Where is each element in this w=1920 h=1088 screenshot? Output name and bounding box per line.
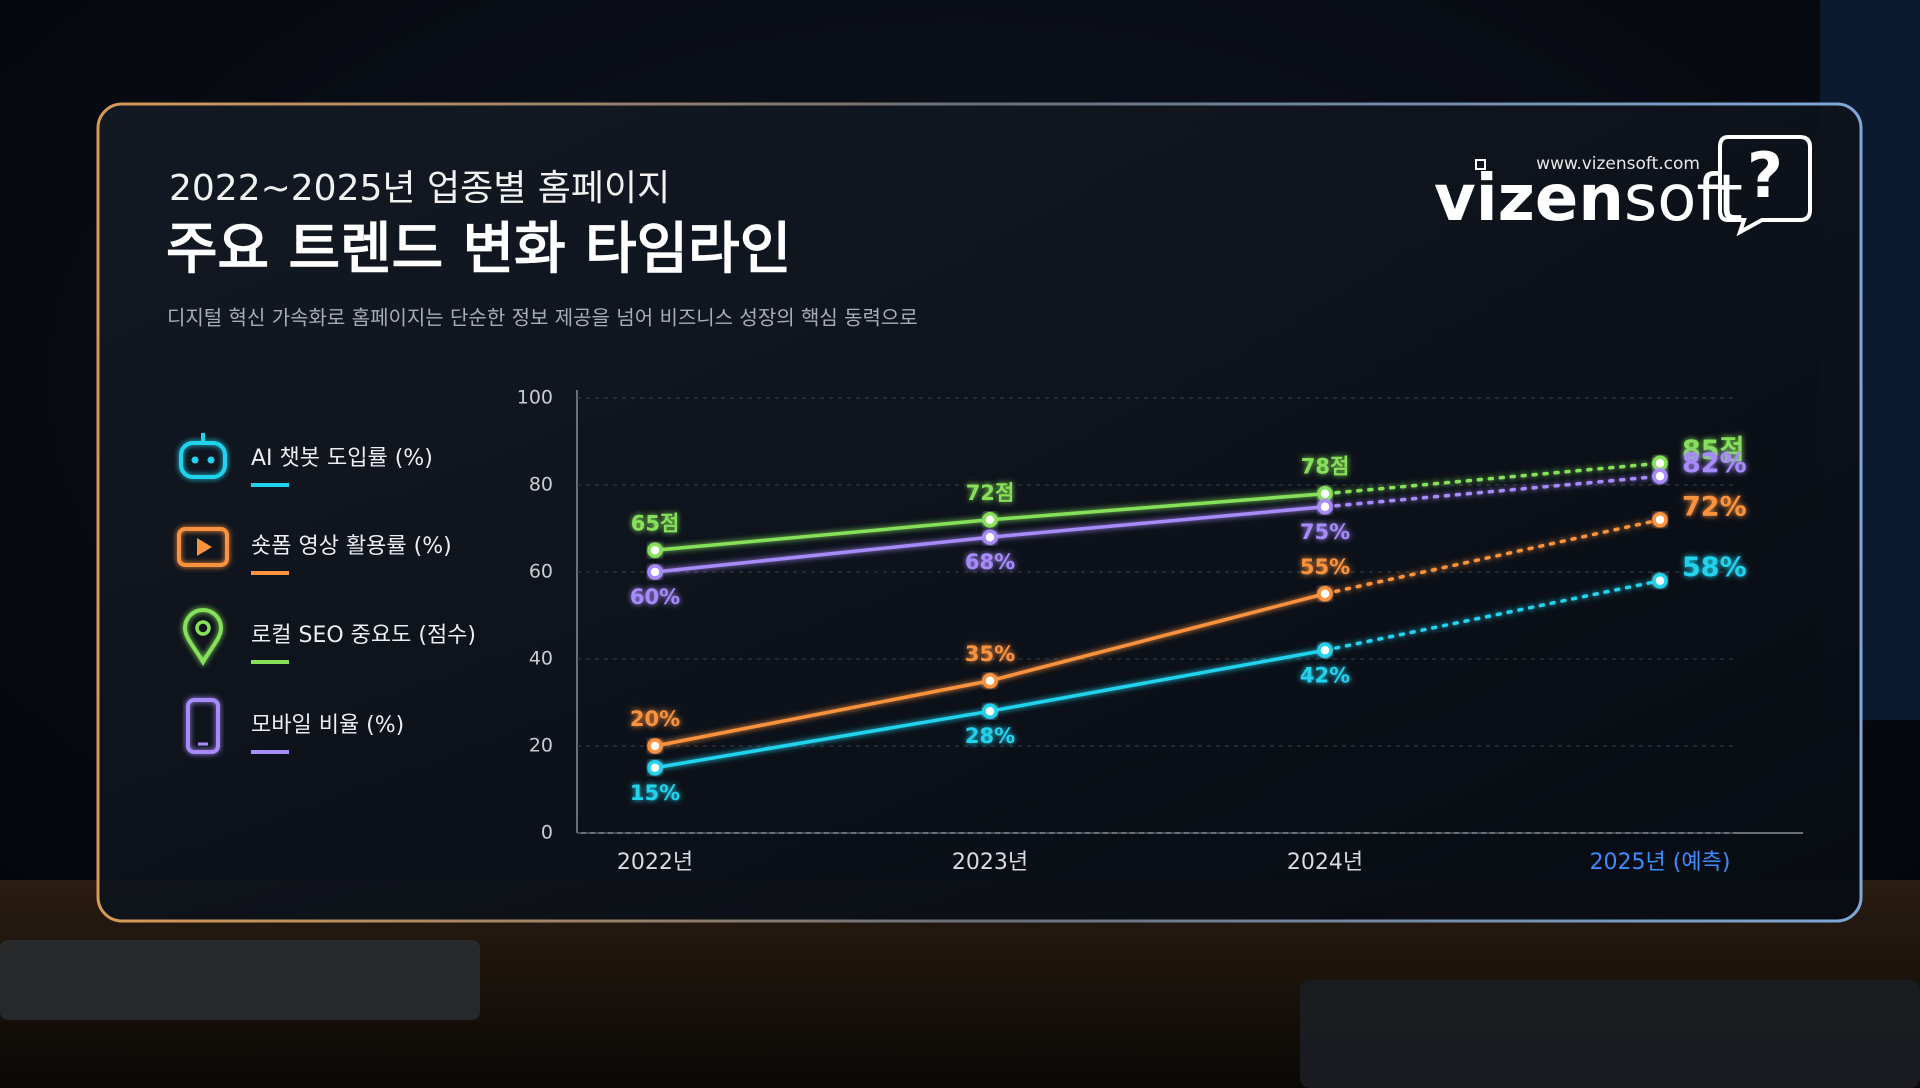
legend-label: 로컬 SEO 중요도 (점수) xyxy=(251,623,476,648)
data-label: 65점 xyxy=(631,511,680,535)
brand-name: vizensoft xyxy=(1434,162,1743,236)
legend-item: 모바일 비율 (%) xyxy=(186,698,404,754)
supertitle: 2022~2025년 업종별 홈페이지 xyxy=(169,168,670,209)
data-point xyxy=(982,673,998,689)
brand-dot xyxy=(1475,159,1486,170)
legend-icon xyxy=(197,538,212,556)
data-point xyxy=(647,564,663,580)
y-tick-label: 60 xyxy=(529,561,553,583)
forecast-line xyxy=(1323,474,1662,509)
data-point xyxy=(982,512,998,528)
data-point xyxy=(982,703,998,719)
data-point xyxy=(647,760,663,776)
data-point xyxy=(1317,586,1333,602)
forecast-line xyxy=(1323,461,1662,496)
glass-panel xyxy=(96,102,1863,923)
legend-icon xyxy=(182,608,224,667)
data-point xyxy=(1317,642,1333,659)
data-label: 72% xyxy=(1682,491,1747,522)
data-label: 82% xyxy=(1682,448,1747,479)
data-label: 75% xyxy=(1300,520,1350,544)
y-tick-label: 40 xyxy=(529,648,553,670)
legend-label: 모바일 비율 (%) xyxy=(251,713,404,738)
legend-icon xyxy=(186,698,220,754)
forecast-line xyxy=(1323,578,1662,653)
data-label: 28% xyxy=(965,724,1015,748)
y-tick-label: 80 xyxy=(529,474,553,496)
brand-bubble xyxy=(1718,135,1812,237)
legend-item: 숏폼 영상 활용률 (%) xyxy=(177,527,452,575)
data-label: 35% xyxy=(965,642,1015,666)
brand-url: www.vizensoft.com xyxy=(1536,154,1700,174)
data-label: 20% xyxy=(630,707,680,731)
x-tick-label: 2023년 xyxy=(952,850,1028,875)
data-label: 42% xyxy=(1300,663,1350,687)
y-tick-label: 100 xyxy=(517,387,553,409)
data-label: 60% xyxy=(630,585,680,609)
legend-item: AI 챗봇 도입률 (%) xyxy=(179,433,433,487)
data-point xyxy=(647,738,663,754)
legend-label: AI 챗봇 도입률 (%) xyxy=(251,446,433,471)
x-tick-label: 2025년 (예측) xyxy=(1590,850,1731,875)
brand-bold: vizen xyxy=(1434,162,1624,236)
data-label: 55% xyxy=(1300,555,1350,579)
x-tick-label: 2024년 xyxy=(1287,850,1363,875)
data-label: 85점 xyxy=(1682,435,1744,466)
data-point xyxy=(1317,499,1333,515)
legend-icon xyxy=(191,456,199,464)
data-point xyxy=(1317,485,1333,502)
chart-title: 주요 트렌드 변화 타임라인 xyxy=(166,217,791,282)
chart: 0 20 40 60 80 100 2022년 2023년 2024년 2025년 (예측) AI … xyxy=(177,387,1803,875)
desk-object xyxy=(0,940,480,1020)
subtitle: 디지털 혁신 가속화로 홈페이지는 단순한 정보 제공을 넘어 비즈니스 성장의… xyxy=(167,306,918,330)
data-label: 58% xyxy=(1682,552,1747,583)
legend-icon xyxy=(207,456,215,464)
legend-label: 숏폼 영상 활용률 (%) xyxy=(251,534,452,559)
legend-icon xyxy=(177,527,229,567)
brand-mark: ? xyxy=(1747,139,1783,212)
y-tick-label: 20 xyxy=(529,735,553,757)
data-label: 78점 xyxy=(1301,455,1350,479)
x-tick-label: 2022년 xyxy=(617,850,693,875)
legend-item: 로컬 SEO 중요도 (점수) xyxy=(182,608,476,667)
data-point xyxy=(982,529,998,545)
data-label: 15% xyxy=(630,781,680,805)
data-point xyxy=(647,542,663,558)
data-label: 68% xyxy=(965,550,1015,574)
y-tick-label: 0 xyxy=(541,822,553,844)
legend-icon xyxy=(195,620,211,636)
data-point xyxy=(1652,572,1668,589)
data-point xyxy=(1652,512,1668,528)
forecast-line xyxy=(1323,518,1662,596)
data-point xyxy=(1652,468,1668,485)
data-label: 72점 xyxy=(966,481,1015,505)
data-point xyxy=(1652,455,1668,471)
desk-object xyxy=(1300,980,1920,1088)
brand-light: soft xyxy=(1624,162,1743,236)
